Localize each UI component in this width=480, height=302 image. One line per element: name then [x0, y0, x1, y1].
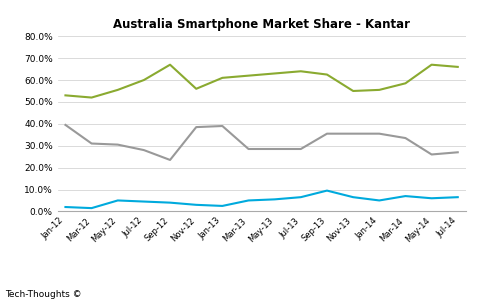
Android — [62, 94, 68, 97]
Line: Windows: Windows — [65, 191, 458, 208]
Line: iPhone: iPhone — [65, 125, 458, 160]
Windows — [376, 199, 382, 202]
Windows — [89, 206, 95, 210]
Android — [403, 82, 408, 85]
Android — [141, 78, 147, 82]
Android — [429, 63, 434, 66]
Windows — [62, 205, 68, 209]
Windows — [115, 199, 120, 202]
iPhone — [324, 132, 330, 136]
Windows — [455, 195, 461, 199]
iPhone — [376, 132, 382, 136]
iPhone — [167, 158, 173, 162]
iPhone — [403, 136, 408, 140]
Windows — [246, 199, 252, 202]
iPhone — [89, 142, 95, 145]
Windows — [403, 194, 408, 198]
iPhone — [193, 125, 199, 129]
Windows — [141, 200, 147, 203]
Android — [246, 74, 252, 78]
iPhone — [429, 153, 434, 156]
iPhone — [455, 150, 461, 154]
Windows — [324, 189, 330, 192]
Windows — [298, 195, 304, 199]
iPhone — [219, 124, 225, 128]
Android — [272, 72, 277, 75]
iPhone — [246, 147, 252, 151]
Android — [89, 96, 95, 99]
Android — [376, 88, 382, 92]
Android — [298, 69, 304, 73]
Android — [324, 73, 330, 76]
Windows — [193, 203, 199, 207]
Windows — [167, 201, 173, 204]
Windows — [350, 195, 356, 199]
Title: Australia Smartphone Market Share - Kantar: Australia Smartphone Market Share - Kant… — [113, 18, 410, 31]
Windows — [219, 204, 225, 208]
Line: Android: Android — [65, 65, 458, 98]
iPhone — [298, 147, 304, 151]
Android — [193, 87, 199, 91]
Android — [167, 63, 173, 66]
iPhone — [350, 132, 356, 136]
iPhone — [141, 148, 147, 152]
Android — [115, 88, 120, 92]
Windows — [429, 197, 434, 200]
Text: Tech-Thoughts ©: Tech-Thoughts © — [5, 290, 82, 299]
Android — [350, 89, 356, 93]
Android — [219, 76, 225, 80]
iPhone — [62, 123, 68, 127]
Windows — [272, 198, 277, 201]
Android — [455, 65, 461, 69]
iPhone — [272, 147, 277, 151]
iPhone — [115, 143, 120, 146]
